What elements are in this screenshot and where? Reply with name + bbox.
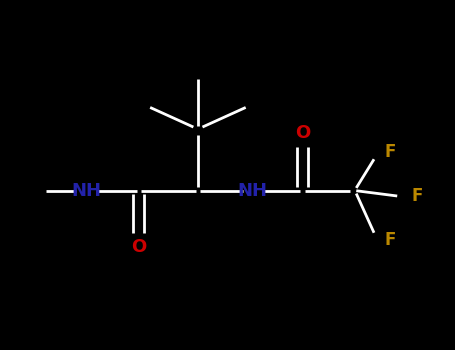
Text: NH: NH bbox=[238, 182, 268, 200]
Text: NH: NH bbox=[71, 182, 101, 200]
Text: F: F bbox=[412, 187, 423, 205]
Text: O: O bbox=[295, 124, 310, 142]
Text: F: F bbox=[384, 143, 396, 161]
Text: F: F bbox=[384, 231, 396, 249]
Text: O: O bbox=[131, 238, 147, 256]
